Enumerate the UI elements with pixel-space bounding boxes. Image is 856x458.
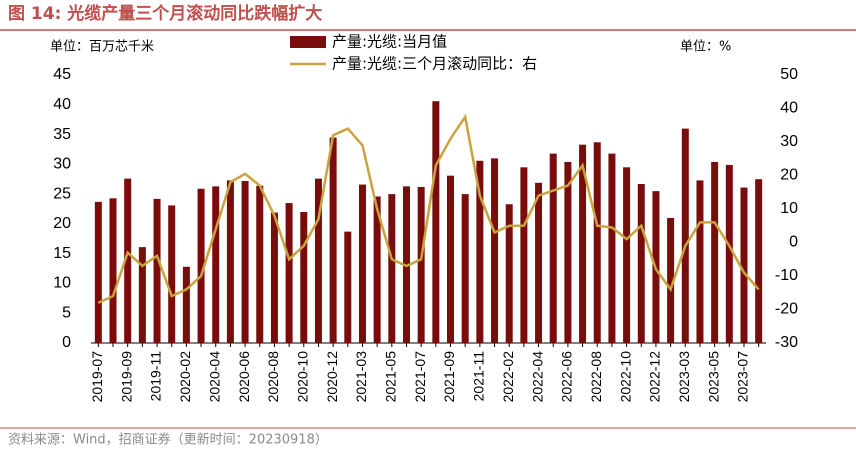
bar bbox=[300, 211, 308, 343]
y2-tick-label: -10 bbox=[775, 267, 798, 284]
x-tick-label: 2019-07 bbox=[89, 351, 105, 403]
source: 资料来源：Wind，招商证券（更新时间：20230918） bbox=[8, 432, 328, 448]
y-tick-label: 30 bbox=[53, 156, 71, 173]
bar bbox=[388, 194, 396, 343]
bar bbox=[226, 180, 234, 343]
line bbox=[97, 113, 760, 304]
x-tick-label: 2020-10 bbox=[294, 351, 310, 403]
bar bbox=[256, 185, 264, 343]
x-tick-label: 2023-07 bbox=[735, 351, 751, 403]
bar bbox=[696, 180, 704, 343]
legend-label: 产量:光缆:三个月滚动同比：右 bbox=[332, 55, 537, 73]
y-axis-label: 单位：百万芯千米 bbox=[50, 40, 154, 55]
bar bbox=[124, 178, 132, 343]
x-tick-label: 2022-10 bbox=[617, 351, 633, 403]
chart-title: 图 14: 光缆产量三个月滚动同比跌幅扩大 bbox=[8, 3, 322, 24]
y2-tick-label: 50 bbox=[780, 66, 798, 83]
bar bbox=[535, 182, 543, 343]
x-tick-label: 2020-08 bbox=[265, 351, 281, 403]
bar bbox=[241, 181, 249, 343]
bar bbox=[579, 144, 587, 343]
y-tick-label: 40 bbox=[53, 96, 71, 113]
bar bbox=[270, 212, 278, 343]
bar bbox=[681, 128, 689, 343]
y2-tick-label: -20 bbox=[775, 301, 798, 318]
bar bbox=[285, 203, 293, 343]
x-tick-label: 2019-11 bbox=[148, 351, 164, 402]
bar bbox=[667, 217, 675, 343]
x-tick-label: 2023-05 bbox=[705, 351, 721, 403]
bar bbox=[344, 231, 352, 343]
y-tick-label: 35 bbox=[53, 126, 71, 143]
y-tick-label: 5 bbox=[62, 304, 71, 321]
bar bbox=[623, 167, 631, 343]
bar bbox=[197, 188, 205, 343]
x-tick-label: 2022-04 bbox=[529, 351, 545, 403]
x-tick-label: 2021-03 bbox=[353, 351, 369, 403]
bar bbox=[476, 160, 484, 343]
bar bbox=[461, 194, 469, 343]
x-tick-label: 2021-09 bbox=[441, 351, 457, 403]
y2-tick-label: 20 bbox=[780, 167, 798, 184]
y2-tick-label: -30 bbox=[775, 334, 798, 351]
x-tick-label: 2021-07 bbox=[412, 351, 428, 403]
bar bbox=[373, 196, 381, 343]
bar bbox=[447, 175, 455, 343]
x-tick-label: 2020-12 bbox=[324, 351, 340, 403]
legend-label: 产量:光缆:当月值 bbox=[332, 33, 447, 51]
x-tick-label: 2020-02 bbox=[177, 351, 193, 403]
bar bbox=[212, 186, 220, 343]
bar bbox=[637, 183, 645, 343]
x-tick-label: 2020-04 bbox=[206, 351, 222, 403]
x-tick-label: 2020-06 bbox=[236, 351, 252, 403]
bar bbox=[740, 187, 748, 343]
bar bbox=[417, 186, 425, 343]
x-tick-label: 2022-12 bbox=[647, 351, 663, 403]
bar bbox=[725, 164, 733, 343]
bar bbox=[593, 142, 601, 343]
bar bbox=[564, 161, 572, 343]
bar bbox=[168, 205, 176, 343]
x-tick-label: 2022-08 bbox=[588, 351, 604, 403]
y-tick-label: 0 bbox=[62, 334, 71, 351]
bar bbox=[755, 179, 763, 343]
bar bbox=[314, 178, 322, 343]
bar bbox=[182, 266, 190, 343]
bar bbox=[94, 201, 102, 343]
x-tick-label: 2021-05 bbox=[383, 351, 399, 403]
x-tick-label: 2022-06 bbox=[559, 351, 575, 403]
bar bbox=[549, 153, 557, 343]
bar bbox=[505, 204, 513, 343]
bar bbox=[520, 167, 528, 343]
y2-tick-label: 40 bbox=[780, 100, 798, 117]
bar bbox=[608, 153, 616, 343]
y-tick-label: 15 bbox=[53, 245, 71, 262]
bar bbox=[109, 198, 117, 343]
x-tick-label: 2022-02 bbox=[500, 351, 516, 403]
bar bbox=[358, 184, 366, 343]
y2-tick-label: 30 bbox=[780, 133, 798, 150]
bar bbox=[138, 247, 146, 343]
y-tick-label: 45 bbox=[53, 66, 71, 83]
bar bbox=[711, 161, 719, 343]
bar bbox=[153, 198, 161, 343]
legend-swatch bbox=[290, 36, 326, 48]
x-tick-label: 2019-09 bbox=[118, 351, 134, 403]
bar bbox=[491, 158, 499, 343]
y2-tick-label: 10 bbox=[780, 200, 798, 217]
x-tick-label: 2021-11 bbox=[471, 351, 487, 402]
y2-tick-label: 0 bbox=[789, 234, 798, 251]
x-tick-label: 2023-03 bbox=[676, 351, 692, 403]
y-tick-label: 20 bbox=[53, 215, 71, 232]
y-tick-label: 10 bbox=[53, 275, 71, 292]
bar bbox=[432, 101, 440, 344]
y2-axis-label: 单位：% bbox=[680, 40, 731, 55]
bar bbox=[329, 137, 337, 343]
y-tick-label: 25 bbox=[53, 185, 71, 202]
